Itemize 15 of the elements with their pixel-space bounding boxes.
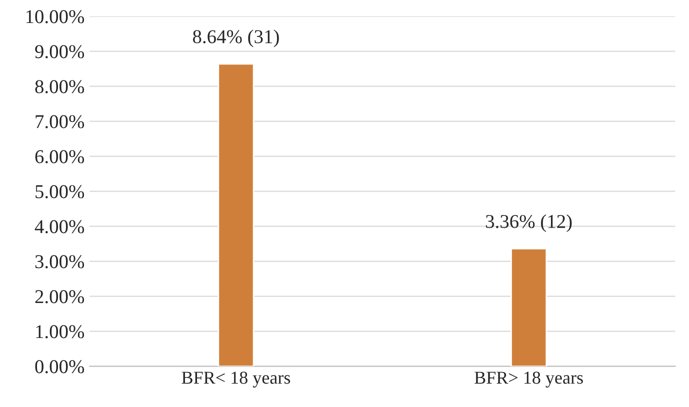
data-label: 8.64% (31) (192, 30, 279, 48)
data-label: 3.36% (12) (486, 214, 572, 232)
y-tick-label: 5.00% (36, 185, 84, 198)
y-tick-label: 7.00% (36, 115, 84, 128)
y-tick-label: 6.00% (35, 150, 84, 164)
y-tick-label: 8.00% (35, 80, 84, 94)
y-tick-label: 3.00% (35, 255, 84, 268)
x-tick-label: BFR> 18 years (474, 372, 583, 388)
y-tick-label: 9.00% (35, 45, 84, 58)
y-tick-label: 10.00% (26, 10, 84, 24)
y-tick-label: 1.00% (36, 325, 84, 338)
y-tick-label: 2.00% (35, 290, 84, 304)
y-tick-label: 0.00% (35, 360, 84, 374)
x-tick-label: BFR< 18 years (182, 372, 290, 388)
y-tick-label: 4.00% (34, 220, 84, 234)
